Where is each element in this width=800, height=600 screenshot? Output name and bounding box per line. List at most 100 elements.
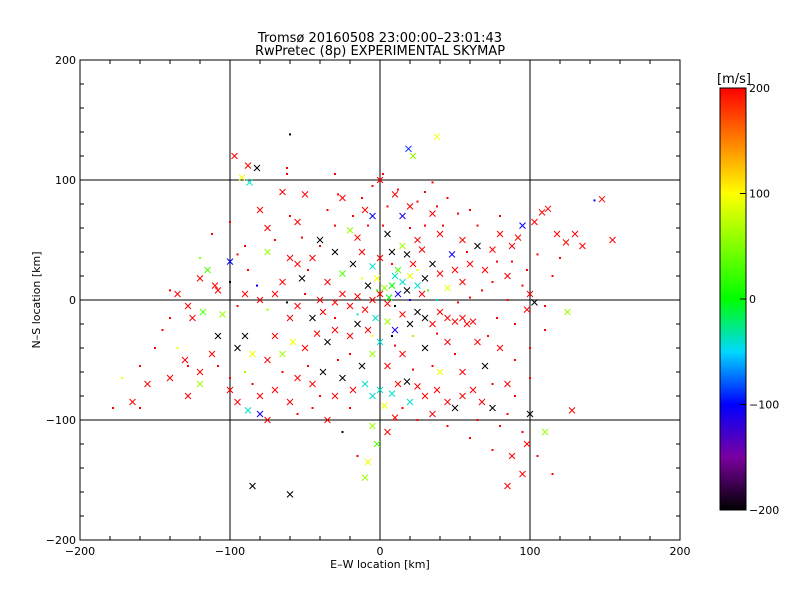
data-point-dot [337, 193, 339, 196]
data-point-cross [286, 314, 294, 322]
data-point-cross [294, 218, 301, 226]
data-point-cross [444, 398, 451, 406]
data-point-cross [324, 338, 331, 346]
data-point-dot [551, 473, 554, 475]
data-point-cross [403, 251, 411, 258]
data-point-cross [538, 209, 546, 216]
data-point-dot [382, 224, 384, 227]
data-point-dot [169, 289, 171, 292]
data-point-dot [487, 335, 489, 337]
data-point-cross [444, 284, 451, 292]
data-point-dot [394, 344, 396, 347]
colorbar-tick-label: 100 [749, 188, 770, 201]
data-point-dot [319, 245, 321, 247]
y-tick-label: −100 [46, 414, 76, 427]
data-point-dot [307, 365, 309, 367]
x-tick-label: −100 [215, 545, 245, 558]
data-point-cross [369, 392, 376, 400]
data-point-cross [384, 300, 391, 307]
data-point-cross [339, 270, 346, 277]
data-point-cross [294, 260, 301, 268]
data-point-cross [184, 392, 192, 400]
data-point-cross [436, 308, 444, 316]
data-point-cross [144, 380, 151, 388]
data-point-cross [301, 344, 309, 352]
data-point-dot [506, 413, 509, 415]
data-point-cross [406, 203, 414, 210]
data-point-dot [496, 260, 498, 263]
data-point-cross [354, 234, 361, 241]
chart-title: Tromsø 20160508 23:00:00–23:01:43 [257, 31, 502, 46]
data-point-dot [169, 317, 171, 319]
data-point-cross [364, 458, 372, 466]
x-tick-label: −200 [65, 545, 95, 558]
data-point-cross [313, 330, 321, 337]
data-point-cross [481, 266, 489, 274]
data-point-cross [436, 270, 444, 277]
data-point-dot [286, 173, 288, 175]
data-point-cross [399, 278, 406, 286]
data-point-cross [189, 314, 196, 322]
data-point-dot [139, 365, 141, 367]
data-point-dot [349, 353, 351, 355]
data-point-dot [361, 277, 363, 280]
data-point-dot [361, 197, 363, 199]
data-point-dot [466, 251, 468, 253]
x-tick-label: 200 [670, 545, 691, 558]
data-point-cross [324, 278, 331, 286]
data-point-dot [536, 253, 539, 256]
data-point-cross [298, 275, 306, 282]
data-point-cross [391, 272, 399, 280]
data-point-cross [249, 350, 256, 358]
data-point-cross [474, 338, 481, 346]
data-point-cross [463, 320, 471, 328]
data-point-dot [187, 365, 189, 367]
data-point-dot [416, 419, 419, 421]
data-point-dot [529, 377, 531, 379]
data-point-dot [311, 407, 314, 409]
y-tick-label: 0 [69, 294, 76, 307]
data-point-cross [384, 362, 391, 370]
data-point-dot [391, 263, 393, 265]
data-point-dot [397, 188, 399, 191]
data-point-cross [316, 296, 324, 304]
data-point-cross [429, 320, 436, 328]
data-point-dot [416, 269, 419, 271]
data-point-cross [579, 242, 586, 250]
data-point-cross [129, 398, 136, 406]
data-point-dot [307, 269, 309, 271]
data-point-dot [367, 224, 369, 227]
data-point-cross [286, 398, 294, 406]
data-point-cross [459, 236, 466, 244]
data-point-dot [229, 281, 231, 283]
data-point-dot [176, 347, 179, 349]
y-axis-ticks: −200 −100 0 100 200 [46, 54, 680, 547]
data-point-dot [121, 377, 123, 379]
data-point-cross [436, 230, 444, 238]
data-point-cross [358, 362, 366, 370]
data-point-dot [469, 209, 471, 211]
data-point-dot [112, 407, 114, 409]
data-point-cross [279, 350, 286, 358]
data-point-cross [373, 275, 381, 282]
data-point-cross [451, 266, 459, 274]
data-point-dot [469, 437, 471, 439]
data-point-cross [414, 282, 421, 289]
colorbar-tick-label: −100 [749, 399, 779, 412]
data-point-cross [399, 242, 406, 250]
data-point-cross [444, 314, 451, 322]
data-point-dot [251, 383, 254, 385]
data-point-cross [466, 260, 474, 268]
data-point-dot [356, 313, 359, 316]
data-point-dot [286, 301, 288, 304]
data-point-cross [564, 308, 571, 316]
data-point-dot [211, 233, 213, 235]
data-point-cross [433, 386, 441, 394]
data-point-cross [309, 254, 316, 262]
data-point-cross [399, 212, 406, 220]
data-point-dot [409, 299, 411, 301]
data-point-dot [431, 365, 434, 367]
data-point-dot [304, 293, 306, 295]
data-point-cross [319, 308, 327, 316]
data-point-cross [414, 236, 421, 244]
